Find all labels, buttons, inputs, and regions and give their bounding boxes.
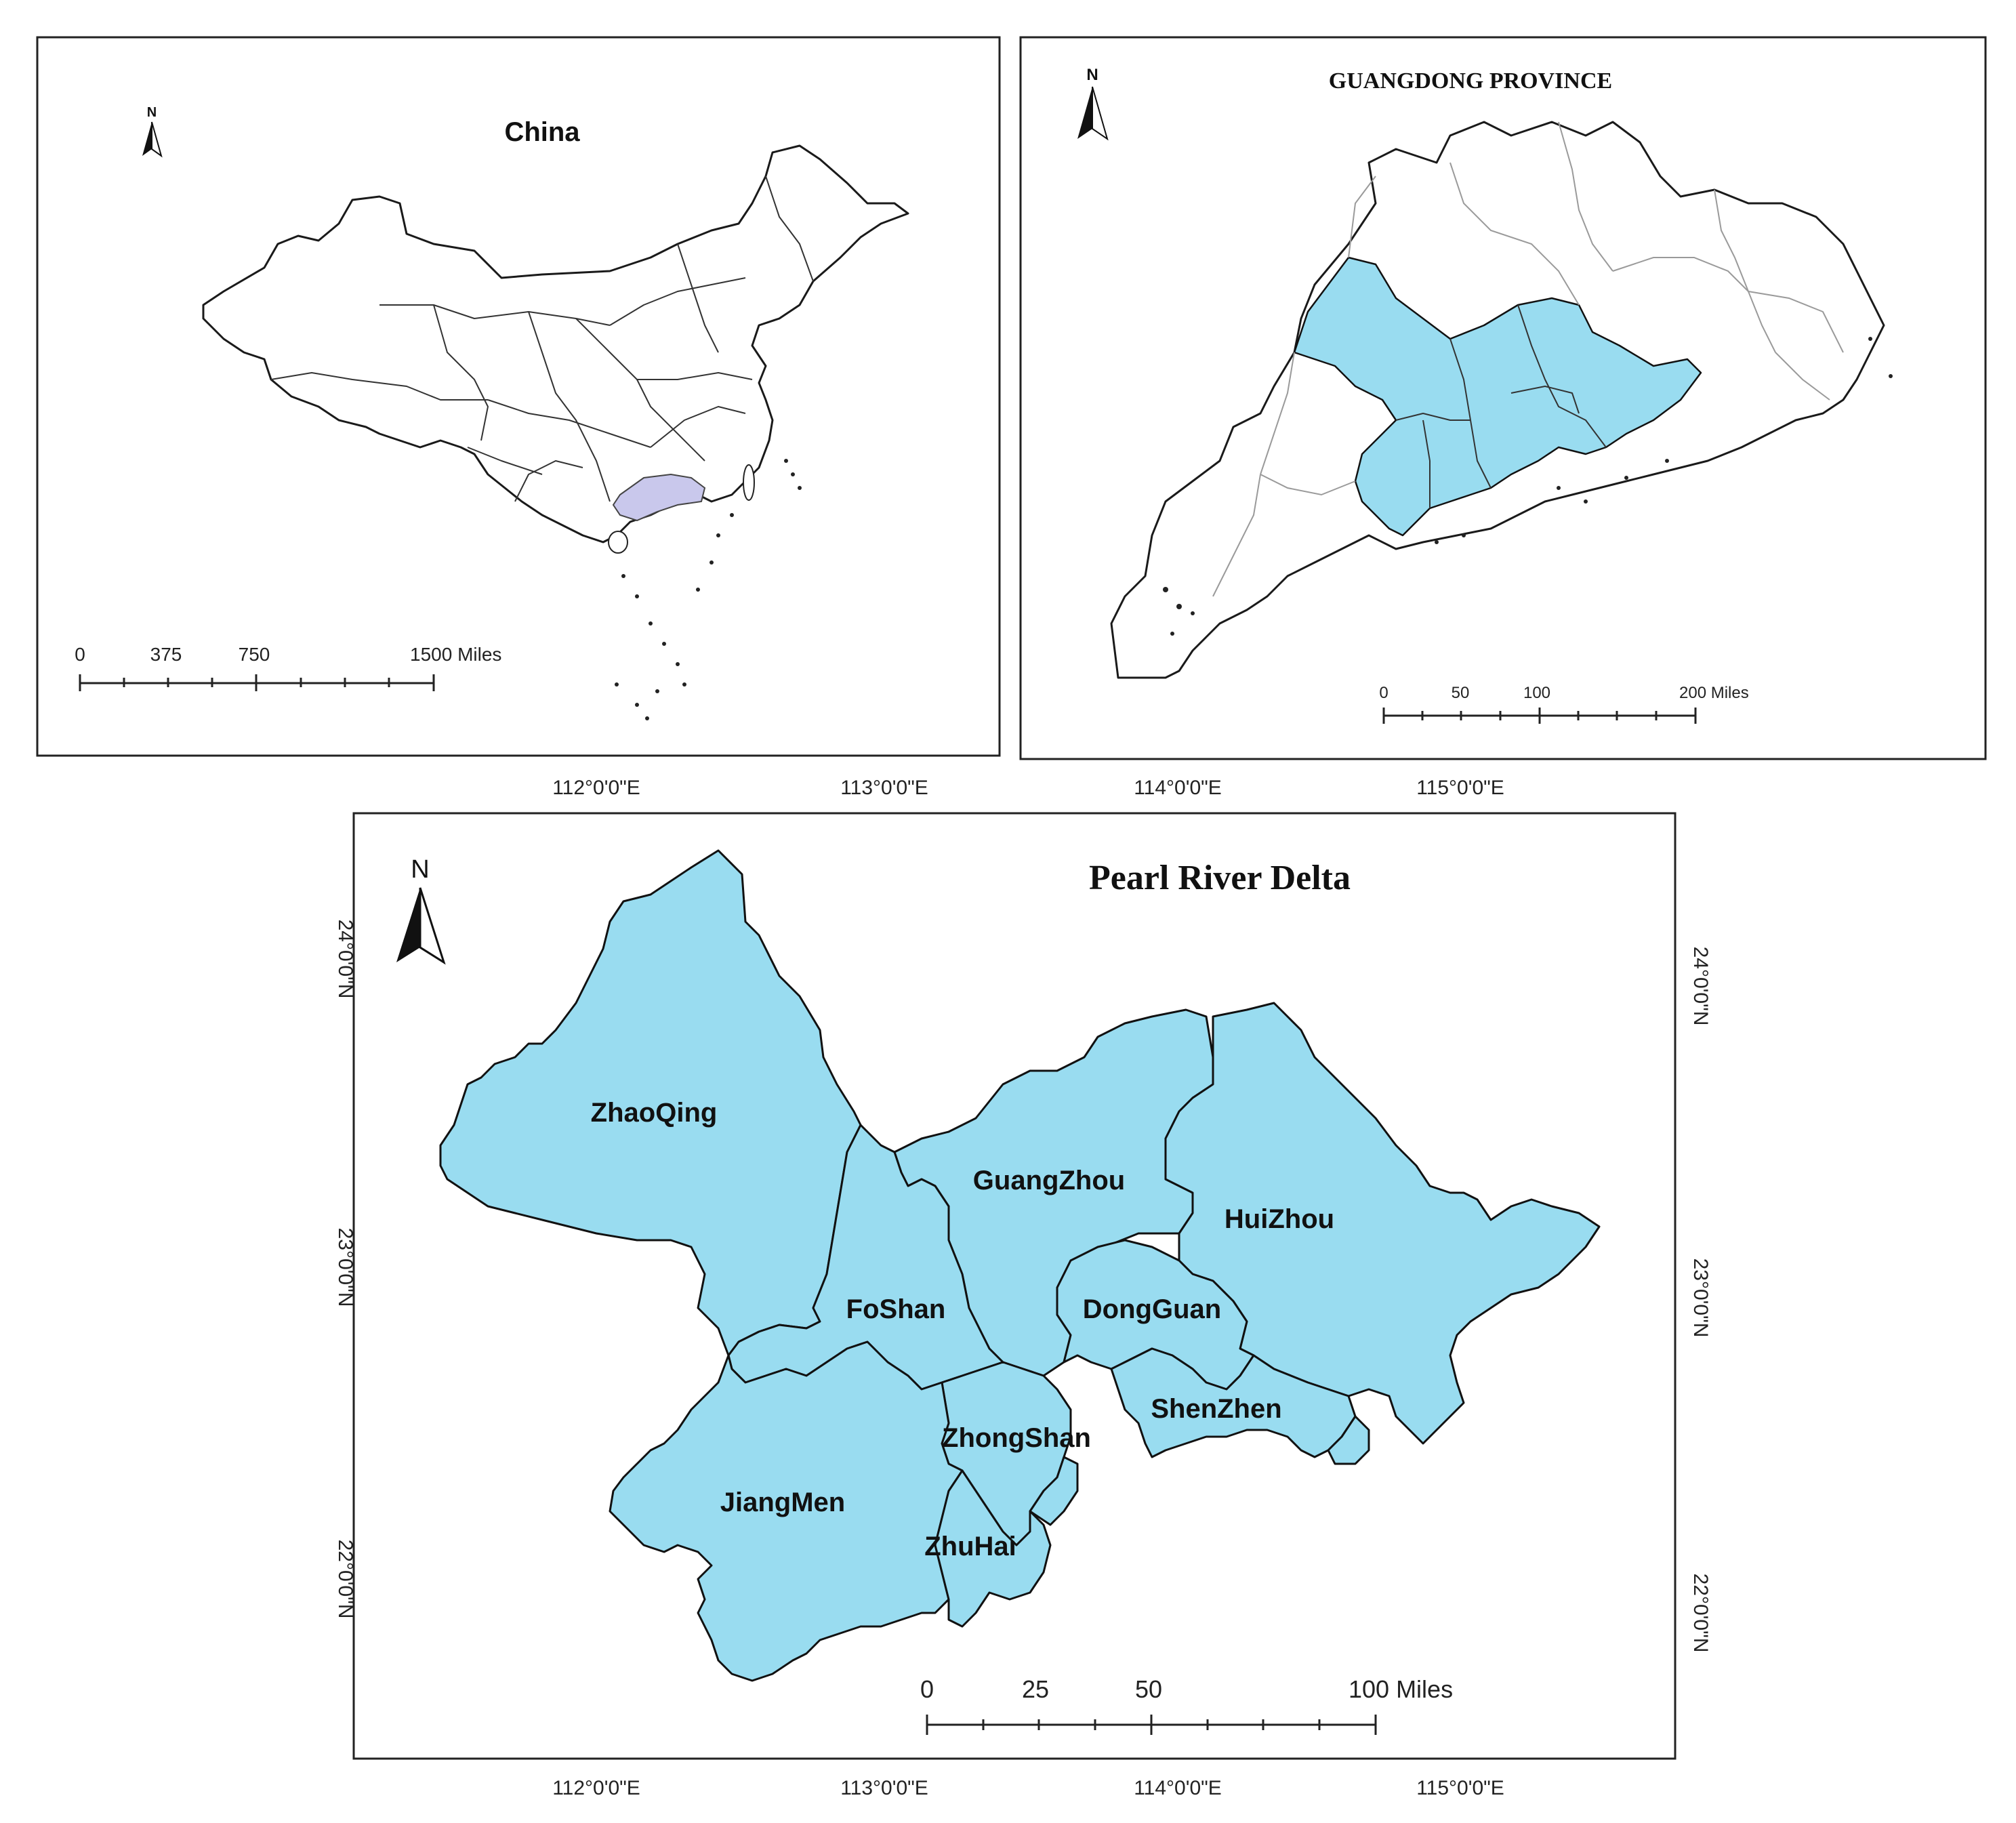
guangdong-north-arrow: N [1077,66,1109,141]
guangdong-north-arrow-left [1077,87,1092,139]
guangdong-scale-ticks [1382,708,1697,724]
prd-scale-label-1: 25 [1022,1675,1049,1703]
prd-lon-labels-bottom: 112°0'0"E 113°0'0"E 114°0'0"E 115°0'0"E [552,1777,1504,1799]
guangdong-scale-label-0: 0 [1379,684,1388,702]
prd-lon-bottom-113: 113°0'0"E [840,1777,928,1799]
china-guangdong-highlight [612,473,706,522]
prd-lon-bottom-114: 114°0'0"E [1134,1777,1222,1799]
guangdong-prd-highlight [1293,256,1702,537]
guangdong-prefecture-lines [1212,121,1844,597]
guangdong-scale-label-3: 200 Miles [1679,684,1749,702]
china-north-arrow-left [142,122,152,156]
label-dongguan: DongGuan [1083,1294,1221,1324]
region-zhuhai [934,1469,1052,1628]
prd-lon-bottom-115: 115°0'0"E [1416,1777,1504,1799]
guangdong-north-label: N [1086,66,1098,84]
label-zhuhai: ZhuHai [924,1532,1016,1561]
prd-lat-left-23: 23°0'0"N [334,1228,356,1307]
region-zhongshan-coast [1029,1456,1079,1526]
region-zhaoqing [439,849,862,1357]
china-north-arrow-right [151,121,163,158]
prd-scale-bar: 0 25 50 100 Miles [920,1675,1453,1735]
guangdong-north-arrow-right [1092,86,1109,141]
guangdong-title: GUANGDONG PROVINCE [1329,68,1612,94]
prd-panel: 112°0'0"E 113°0'0"E 114°0'0"E 115°0'0"E … [334,777,1712,1799]
prd-scale-label-0: 0 [920,1675,934,1703]
prd-lat-left-22: 22°0'0"N [334,1540,356,1619]
prd-north-label: N [411,855,429,884]
prd-lat-right-24: 24°0'0"N [1689,947,1712,1026]
prd-title: Pearl River Delta [1089,859,1351,897]
guangdong-coastal-islands [1163,337,1893,636]
prd-scale-label-3: 100 Miles [1349,1675,1453,1703]
guangdong-scale-bar: 0 50 100 200 Miles [1379,684,1749,724]
label-zhaoqing: ZhaoQing [591,1098,718,1128]
china-scale-ticks [79,674,435,691]
prd-north-arrow-left [396,888,420,962]
guangdong-scale-label-2: 100 [1523,684,1550,702]
prd-city-labels: ZhaoQing GuangZhou HuiZhou FoShan DongGu… [591,1098,1334,1561]
prd-scale-ticks [926,1715,1377,1735]
guangdong-scale-label-1: 50 [1452,684,1470,702]
china-scale-label-2: 750 [239,644,270,665]
label-shenzhen: ShenZhen [1151,1394,1281,1424]
prd-lat-right-22: 22°0'0"N [1689,1574,1712,1653]
prd-city-regions [439,849,1601,1682]
china-panel: N China [36,36,1001,757]
china-outline [202,144,909,544]
guangdong-panel: N GUANGDONG PROVINCE [1019,36,1987,760]
prd-lon-top-113: 113°0'0"E [840,777,928,799]
china-taiwan-island [743,464,755,501]
region-shenzhen-east [1327,1415,1370,1465]
prd-lon-top-114: 114°0'0"E [1134,777,1222,799]
china-title: China [504,117,580,147]
prd-lat-labels-right: 24°0'0"N 23°0'0"N 22°0'0"N [1689,947,1712,1653]
label-jiangmen: JiangMen [720,1488,845,1517]
prd-lon-bottom-112: 112°0'0"E [552,1777,640,1799]
guangdong-prd-city-lines [1395,304,1607,508]
china-hainan-island [608,531,628,554]
label-foshan: FoShan [846,1294,946,1324]
prd-lat-right-23: 23°0'0"N [1689,1258,1712,1338]
prd-scale-label-2: 50 [1135,1675,1162,1703]
region-jiangmen [609,1340,964,1682]
china-scale-label-1: 375 [150,644,182,665]
china-scale-bar: 0 375 750 1500 Miles [75,644,501,691]
china-scale-label-0: 0 [75,644,85,665]
china-north-label: N [147,105,157,120]
label-huizhou: HuiZhou [1225,1204,1334,1234]
label-zhongshan: ZhongShan [942,1423,1091,1453]
prd-north-arrow-right [419,887,446,965]
china-north-arrow: N [142,105,163,158]
prd-lon-top-112: 112°0'0"E [552,777,640,799]
china-scale-label-3: 1500 Miles [410,644,501,665]
china-province-lines [270,176,814,502]
prd-lat-labels-left: 24°0'0"N 23°0'0"N 22°0'0"N [334,920,356,1619]
china-south-sea-islands [615,459,802,720]
prd-lon-labels-top: 112°0'0"E 113°0'0"E 114°0'0"E 115°0'0"E [552,777,1504,799]
label-guangzhou: GuangZhou [973,1166,1125,1195]
prd-lon-top-115: 115°0'0"E [1416,777,1504,799]
prd-north-arrow: N [396,855,446,965]
prd-lat-left-24: 24°0'0"N [334,920,356,999]
